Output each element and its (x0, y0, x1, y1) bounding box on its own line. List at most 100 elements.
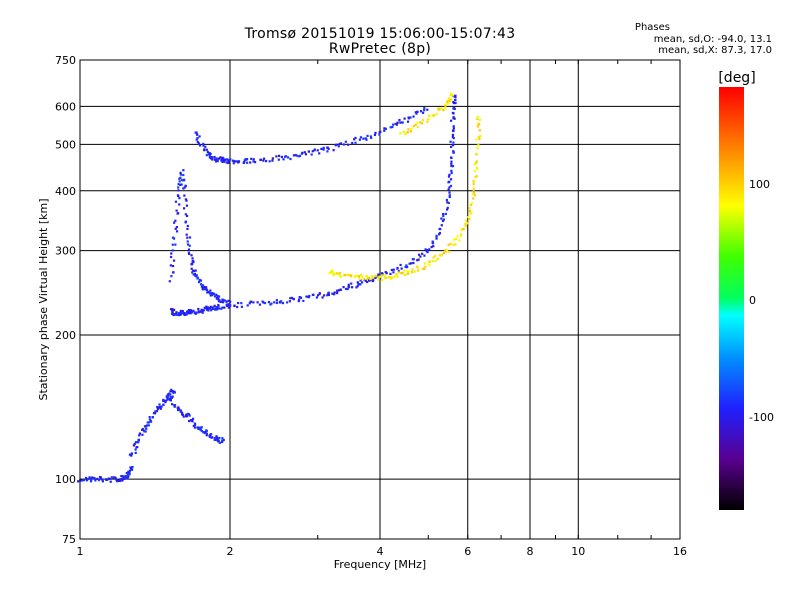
echo-point-x (448, 99, 451, 102)
echo-point-o (213, 305, 216, 308)
echo-point-o (169, 399, 173, 402)
echo-point-o (213, 158, 217, 161)
echo-point-o (206, 150, 209, 154)
echo-point-o (438, 232, 442, 235)
echo-point-o (453, 117, 456, 120)
echo-point-o (201, 311, 204, 314)
echo-point-o (171, 236, 175, 239)
echo-point-o (219, 156, 222, 159)
echo-point-o (198, 278, 201, 282)
echo-point-o (452, 116, 455, 119)
echo-point-o (217, 304, 220, 307)
y-tick-label: 400 (55, 185, 76, 198)
echo-point-o (146, 424, 149, 427)
echo-point-o (186, 227, 189, 231)
echo-point-x (462, 227, 465, 231)
echo-point-o (109, 480, 112, 483)
echo-point-x (381, 274, 384, 277)
echo-point-o (182, 415, 185, 418)
echo-point-o (194, 131, 197, 134)
echo-point-o (256, 301, 259, 304)
echo-point-x (449, 93, 453, 96)
echo-point-o (217, 298, 220, 301)
echo-point-o (229, 158, 232, 161)
echo-point-o (185, 415, 188, 418)
echo-point-o (226, 303, 229, 306)
echo-point-o (218, 441, 221, 444)
phase-stats-x: mean, sd,X: 87.3, 17.0 (658, 45, 772, 56)
echo-point-o (278, 154, 281, 157)
echo-point-o (292, 298, 295, 301)
echo-point-o (156, 408, 159, 411)
echo-point-o (80, 479, 83, 482)
echo-point-o (453, 98, 457, 102)
echo-point-o (364, 137, 367, 140)
echo-point-o (187, 251, 190, 254)
echo-point-x (456, 235, 459, 238)
echo-point-o (233, 304, 236, 307)
echo-point-o (195, 133, 199, 136)
echo-point-x (468, 209, 472, 213)
echo-point-o (444, 212, 447, 215)
echo-point-x (338, 272, 342, 275)
echo-point-o (178, 180, 181, 183)
echo-point-o (452, 101, 456, 105)
echo-point-o (188, 244, 191, 247)
echo-point-o (188, 236, 192, 239)
echo-point-o (392, 268, 395, 271)
echo-point-o (197, 426, 200, 429)
echo-point-o (374, 276, 377, 279)
echo-point-x (451, 94, 455, 97)
echo-point-x (347, 273, 350, 276)
echo-point-o (245, 158, 249, 161)
echo-point-o (372, 278, 375, 281)
plot-axes: 1 2 4 6 8 10 16 75 100 200 300 400 500 600 750 Frequenc… (37, 54, 687, 571)
echo-point-o (196, 277, 199, 280)
echo-point-o (263, 157, 266, 160)
echo-point-o (171, 390, 174, 393)
echo-point-o (406, 266, 409, 269)
echo-point-o (423, 107, 426, 110)
echo-point-x (449, 92, 452, 95)
echo-point-o (389, 272, 392, 275)
echo-point-o (137, 441, 140, 444)
echo-point-o (438, 227, 441, 231)
echo-point-o (130, 467, 133, 470)
echo-point-o (88, 476, 91, 479)
echo-point-o (344, 140, 347, 143)
echo-point-x (381, 279, 384, 282)
echo-point-o (190, 254, 193, 257)
echo-point-o (162, 403, 165, 406)
echo-point-o (147, 421, 150, 424)
echo-point-o (215, 435, 218, 438)
echo-point-o (398, 118, 401, 122)
echo-point-x (458, 239, 461, 242)
echo-point-o (199, 279, 203, 282)
echo-point-x (406, 270, 409, 273)
echo-point-x (397, 271, 400, 274)
echo-point-o (198, 135, 201, 138)
y-tick-label: 600 (55, 100, 76, 113)
echo-point-o (450, 169, 453, 172)
echo-point-o (316, 149, 319, 152)
echo-point-o (169, 397, 172, 400)
phase-stats-title: Phases (634, 22, 670, 33)
echo-point-o (136, 445, 139, 449)
echo-point-o (179, 171, 182, 174)
colorbar-unit-label: [deg] (718, 70, 755, 86)
echo-point-o (448, 191, 451, 194)
echo-point-o (188, 414, 191, 417)
echo-point-o (252, 158, 255, 161)
echo-point-o (421, 252, 424, 255)
echo-point-o (424, 248, 427, 251)
echo-point-o (187, 248, 191, 251)
echo-point-o (125, 477, 128, 480)
echo-point-o (383, 127, 386, 130)
echo-point-o (193, 422, 197, 425)
echo-point-o (442, 214, 445, 218)
echo-point-o (289, 297, 292, 300)
echo-point-o (269, 303, 272, 306)
echo-point-o (209, 433, 212, 436)
echo-point-o (362, 137, 365, 140)
